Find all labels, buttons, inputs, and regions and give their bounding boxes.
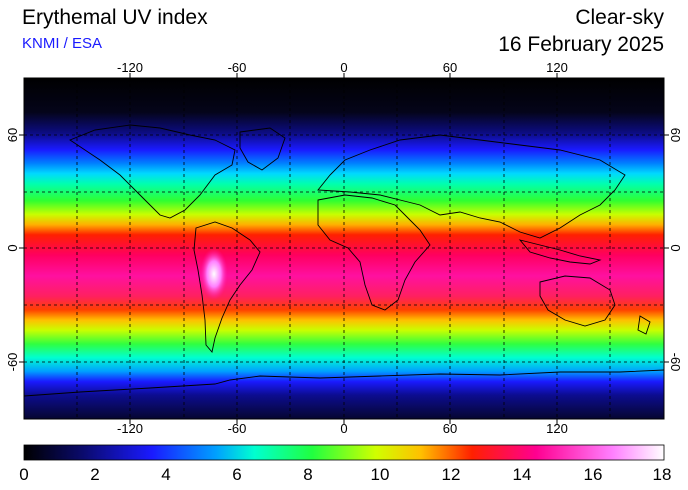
coastlines [23, 124, 665, 397]
graticule [24, 78, 664, 419]
europe-asia-coast [317, 134, 626, 239]
lon-label-top: -120 [117, 60, 143, 75]
axis-ticks [19, 73, 669, 424]
colorbar-tick-label: 18 [653, 465, 672, 484]
colorbar-tick-label: 16 [584, 465, 603, 484]
andes-uv-hotspot [200, 248, 228, 300]
lon-label-bottom: 0 [340, 421, 347, 436]
lat-label-right: 0 [668, 244, 683, 251]
africa-coast [317, 194, 431, 311]
greenland-coast [239, 127, 286, 171]
map-title: Erythemal UV index [22, 6, 208, 29]
lon-label-bottom: 120 [546, 421, 568, 436]
lon-label-bottom: -60 [228, 421, 247, 436]
maritime-continent-coast [518, 239, 602, 265]
colorbar-tick-label: 0 [19, 465, 28, 484]
lon-label-bottom: -120 [117, 421, 143, 436]
colorbar-tick-label: 2 [90, 465, 99, 484]
colorbar-tick-label: 10 [371, 465, 390, 484]
colorbar-tick-label: 14 [513, 465, 532, 484]
lon-label-bottom: 60 [443, 421, 457, 436]
lon-label-top: 60 [443, 60, 457, 75]
colorbar-tick-label: 6 [232, 465, 241, 484]
lat-label-left: -60 [5, 353, 20, 372]
lon-label-top: 0 [340, 60, 347, 75]
credit-text: KNMI / ESA [22, 35, 103, 52]
sky-condition-label: Clear-sky [575, 6, 664, 29]
colorbar-tick-label: 8 [303, 465, 312, 484]
lat-label-left: 60 [5, 128, 20, 142]
date-label: 16 February 2025 [498, 33, 664, 56]
colorbar-tick-label: 12 [442, 465, 461, 484]
lat-label-right: -60 [668, 353, 683, 372]
lat-label-left: 0 [5, 244, 20, 251]
lon-label-top: 120 [546, 60, 568, 75]
new-zealand-coast [637, 315, 651, 335]
north-america-coast [69, 124, 236, 219]
lon-label-top: -60 [228, 60, 247, 75]
australia-coast [539, 275, 616, 327]
colorbar-tick-label: 4 [161, 465, 170, 484]
colorbar [23, 444, 665, 461]
south-america-coast [193, 221, 261, 353]
antarctica-coast [23, 369, 665, 397]
lat-label-right: 60 [668, 128, 683, 142]
